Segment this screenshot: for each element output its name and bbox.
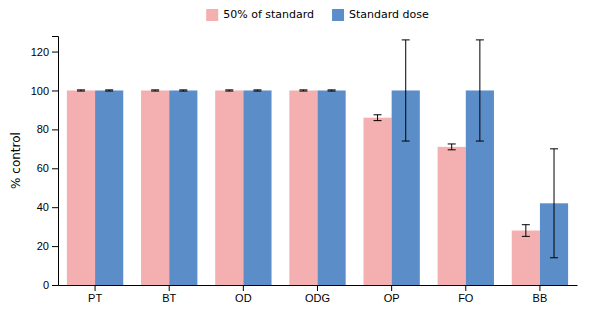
tick: OD (235, 285, 252, 304)
error-bar (179, 90, 187, 91)
tick-mark (539, 285, 540, 291)
tick-mark (243, 285, 244, 291)
bar (438, 147, 466, 285)
tick: 20 (37, 240, 58, 252)
tick: 100 (31, 84, 58, 96)
error-bar (402, 40, 410, 141)
tick: BB (533, 285, 548, 304)
y-axis-title: % control (9, 132, 23, 189)
error-bar (374, 115, 382, 121)
tick-mark (52, 52, 58, 53)
tick: 120 (31, 46, 58, 58)
bar (363, 118, 391, 285)
legend-item: Standard dose (332, 8, 429, 21)
x-axis: PT BT OD ODG OP FO BB (59, 285, 578, 304)
tick-mark (391, 285, 392, 291)
legend: 50% of standard Standard dose (206, 8, 429, 21)
error-bar (299, 90, 307, 91)
tick-mark (52, 207, 58, 208)
plot: PT BT OD ODG OP FO BB 0 20 40 60 80 100 120 (31, 37, 578, 304)
tick-label: OD (235, 292, 252, 304)
bar (318, 90, 346, 285)
legend-label: 50% of standard (223, 8, 314, 21)
tick: 40 (37, 201, 58, 213)
bar (95, 90, 123, 285)
bar (512, 231, 540, 285)
tick-label: OP (384, 292, 400, 304)
tick-mark (169, 285, 170, 291)
tick-label: BT (162, 292, 176, 304)
tick-label: 40 (37, 201, 49, 213)
bar (289, 90, 317, 285)
tick-label: 0 (43, 279, 49, 291)
legend-swatch (332, 9, 344, 21)
tick-label: PT (88, 292, 102, 304)
tick-mark (52, 168, 58, 169)
tick-mark (95, 285, 96, 291)
tick: PT (88, 285, 102, 304)
tick-label: FO (458, 292, 474, 304)
chart: PT BT OD ODG OP FO BB 0 20 40 60 80 100 120 % control 5… (0, 0, 593, 315)
tick-label: 80 (37, 123, 49, 135)
tick-mark (465, 285, 466, 291)
tick: ODG (305, 285, 330, 304)
bar (67, 90, 95, 285)
bar-series (95, 40, 568, 285)
tick-mark (317, 285, 318, 291)
legend-label: Standard dose (349, 8, 429, 21)
tick: FO (458, 285, 474, 304)
bar (141, 90, 169, 285)
error-bar (522, 225, 530, 237)
tick: 0 (43, 279, 58, 291)
error-bar (476, 40, 484, 141)
error-bar (105, 90, 113, 91)
bar-series (67, 90, 540, 285)
error-bar (328, 90, 336, 91)
tick-mark (52, 129, 58, 130)
tick-label: 100 (31, 84, 49, 96)
error-bar (151, 90, 159, 91)
legend-swatch (206, 9, 218, 21)
bar (169, 90, 197, 285)
tick: OP (384, 285, 400, 304)
marks (67, 40, 568, 285)
tick: 80 (37, 123, 58, 135)
tick-label: 60 (37, 162, 49, 174)
tick-label: ODG (305, 292, 330, 304)
error-bar (448, 144, 456, 150)
error-bar (225, 90, 233, 91)
legend-item: 50% of standard (206, 8, 314, 21)
error-bars (77, 90, 530, 236)
bar (243, 90, 271, 285)
error-bars (105, 40, 558, 258)
error-bar (77, 90, 85, 91)
tick-mark (52, 246, 58, 247)
tick-label: 120 (31, 46, 49, 58)
tick: BT (162, 285, 176, 304)
axis-domain (52, 37, 59, 286)
tick-mark (52, 285, 58, 286)
error-bar (550, 149, 558, 258)
bar (215, 90, 243, 285)
tick-label: BB (533, 292, 548, 304)
tick: 60 (37, 162, 58, 174)
tick-label: 20 (37, 240, 49, 252)
error-bar (253, 90, 261, 91)
tick-mark (52, 90, 58, 91)
y-axis: 0 20 40 60 80 100 120 (31, 37, 59, 292)
